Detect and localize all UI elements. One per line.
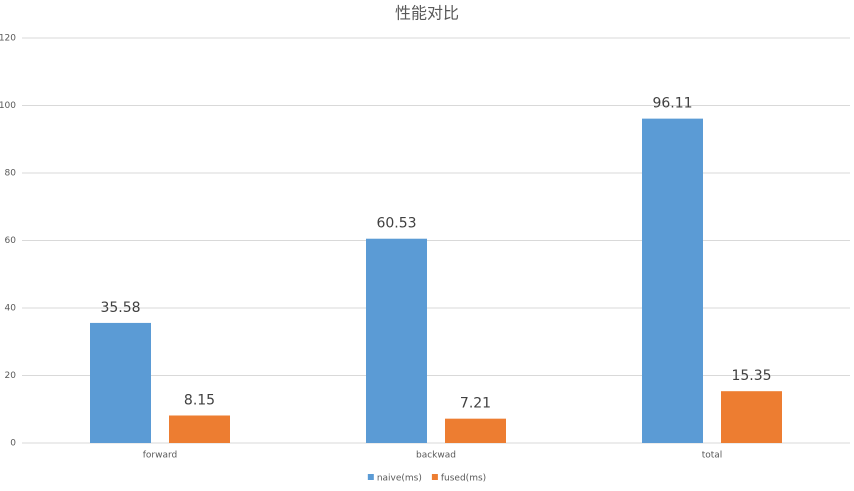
data-label: 8.15 [184,392,215,408]
data-label: 60.53 [376,216,416,232]
legend-label: naive(ms) [377,474,422,484]
data-label: 35.58 [100,300,140,316]
bar [642,118,703,443]
y-tick-label: 120 [0,34,16,44]
x-tick-label: backwad [416,451,456,461]
bar [90,322,151,443]
bar [721,391,782,443]
y-tick-label: 40 [5,304,17,314]
data-label: 15.35 [731,368,771,384]
y-tick-label: 100 [0,101,16,111]
bar [169,415,230,443]
y-tick-label: 80 [5,169,17,179]
legend-swatch [367,474,374,480]
data-label: 7.21 [460,396,491,412]
x-tick-label: total [702,451,723,461]
y-tick-label: 0 [10,439,16,449]
legend-label: fused(ms) [441,474,486,484]
bar [445,418,506,443]
bar [366,238,427,443]
x-tick-label: forward [143,451,178,461]
data-label: 96.11 [652,96,692,112]
chart-title: 性能对比 [395,4,459,23]
y-tick-label: 60 [5,236,17,246]
y-tick-label: 20 [5,371,17,381]
legend-swatch [431,474,438,480]
